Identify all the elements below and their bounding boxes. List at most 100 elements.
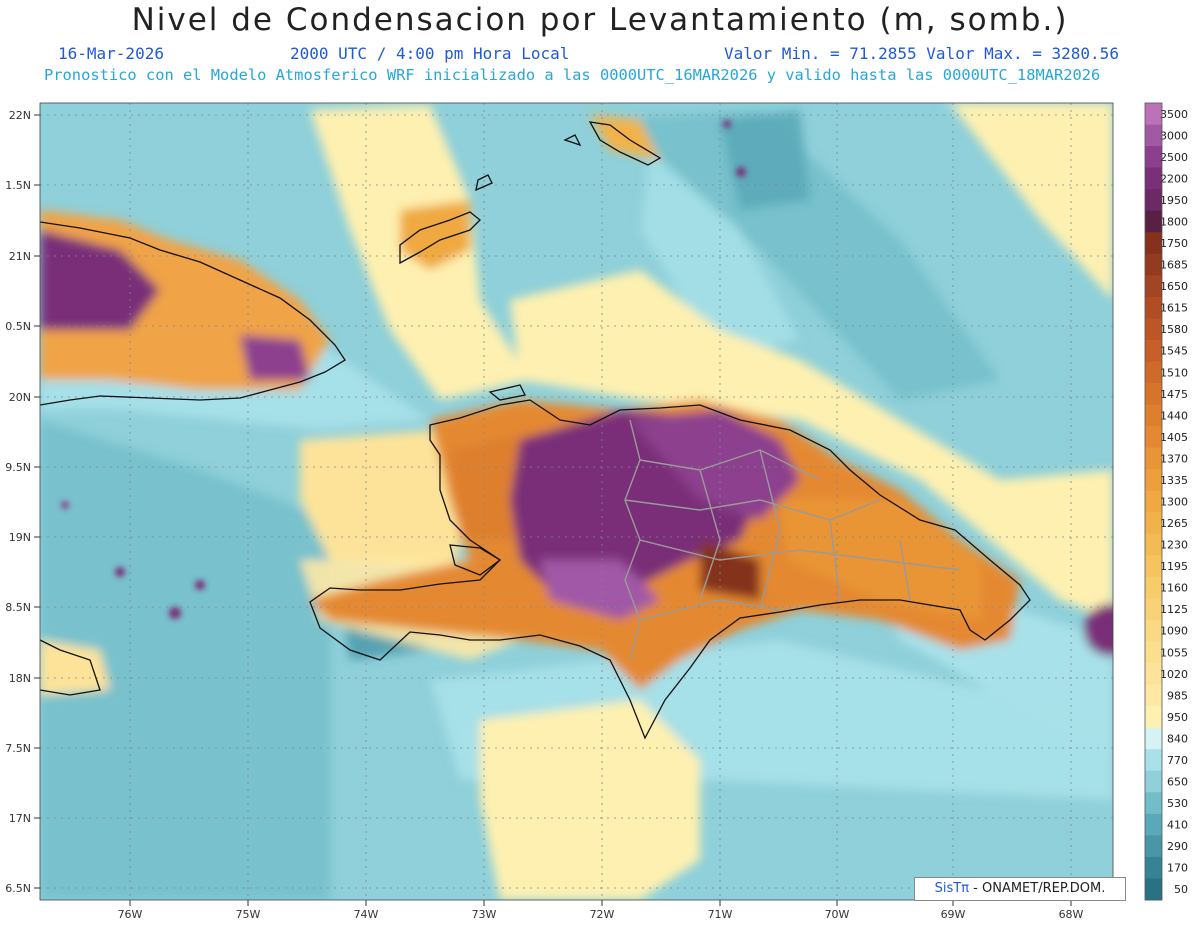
latitude-labels: 22N 1.5N 21N 0.5N 20N 9.5N 19N 8.5N 18N … (5, 109, 31, 895)
lon-label: 72W (590, 908, 615, 921)
colorbar-swatch (1145, 813, 1162, 836)
colorbar-label: 1370 (1160, 452, 1188, 465)
colorbar-label: 2200 (1160, 172, 1188, 185)
sispi-logo: SisTπ (934, 881, 970, 896)
colorbar-swatch (1145, 533, 1162, 556)
credit-box: SisTπ - ONAMET/REP.DOM. (914, 877, 1126, 901)
colorbar-label: 1545 (1160, 345, 1188, 358)
lat-label: 22N (9, 109, 31, 122)
colorbar-label: 290 (1167, 840, 1188, 853)
coastlines (40, 121, 1031, 740)
colorbar-swatch (1145, 146, 1162, 169)
lon-label: 74W (354, 908, 379, 921)
colorbar-label: 170 (1167, 862, 1188, 875)
colorbar-label: 50 (1174, 883, 1188, 896)
lon-label: 68W (1059, 908, 1084, 921)
model-info: Pronostico con el Modelo Atmosferico WRF… (44, 66, 1101, 84)
colorbar-label: 1230 (1160, 539, 1188, 552)
colorbar-frame (1144, 102, 1163, 901)
colorbar-swatch (1145, 404, 1162, 427)
colorbar-label: 530 (1167, 797, 1188, 810)
colorbar-label: 985 (1167, 689, 1188, 702)
colorbar-swatch (1145, 103, 1162, 126)
colorbar-label: 1160 (1160, 582, 1188, 595)
colorbar-label: 1405 (1160, 431, 1188, 444)
lat-label: 19N (9, 531, 31, 544)
colorbar-swatch (1145, 275, 1162, 298)
colorbar-label: 1800 (1160, 215, 1188, 228)
colorbar-swatch (1145, 296, 1162, 319)
forecast-date: 16-Mar-2026 (58, 44, 164, 63)
map-title: Nivel de Condensacion por Levantamiento … (131, 2, 1069, 38)
colorbar-label: 1090 (1160, 625, 1188, 638)
colorbar-label: 1580 (1160, 323, 1188, 336)
lon-label: 70W (825, 908, 850, 921)
colorbar-label: 3500 (1160, 108, 1188, 121)
colorbar-swatch (1145, 383, 1162, 406)
forecast-time: 2000 UTC / 4:00 pm Hora Local (290, 44, 570, 63)
colorbar-swatch (1145, 253, 1162, 276)
colorbar-swatch (1145, 189, 1162, 212)
colorbar-swatch (1145, 426, 1162, 449)
colorbar-swatch (1145, 232, 1162, 255)
lon-label: 71W (708, 908, 733, 921)
colorbar-swatch (1145, 318, 1162, 341)
colorbar-legend: 3500 3000 2500 2200 1950 1800 1750 1685 1650 1615… (1144, 102, 1188, 901)
colorbar-label: 950 (1167, 711, 1188, 724)
colorbar-label: 1300 (1160, 496, 1188, 509)
colorbar-label: 1440 (1160, 409, 1188, 422)
colorbar-label: 1055 (1160, 646, 1188, 659)
colorbar-swatch (1145, 167, 1162, 190)
colorbar-swatch (1145, 124, 1162, 147)
lon-label: 76W (118, 908, 143, 921)
lat-label: 1.5N (5, 179, 31, 192)
colorbar-label: 1615 (1160, 302, 1188, 315)
colorbar-swatch (1145, 447, 1162, 470)
colorbar-swatch (1145, 684, 1162, 707)
colorbar-swatch (1145, 361, 1162, 384)
colorbar-swatch (1145, 512, 1162, 535)
colorbar-swatch (1145, 856, 1162, 879)
colorbar-label: 1020 (1160, 668, 1188, 681)
colorbar-label: 1650 (1160, 280, 1188, 293)
lat-label: 21N (9, 250, 31, 263)
colorbar-label: 1685 (1160, 259, 1188, 272)
axis-ticks (34, 114, 1072, 906)
colorbar-swatch (1145, 706, 1162, 729)
lat-label: 7.5N (5, 742, 31, 755)
lon-label: 73W (472, 908, 497, 921)
colorbar-swatch (1145, 727, 1162, 750)
colorbar-swatch (1145, 835, 1162, 858)
credit-text: - ONAMET/REP.DOM. (969, 881, 1106, 896)
colorbar-label: 1510 (1160, 366, 1188, 379)
colorbar-swatch (1145, 210, 1162, 233)
value-range: Valor Min. = 71.2855 Valor Max. = 3280.5… (724, 44, 1119, 63)
colorbar-swatch (1145, 555, 1162, 578)
lon-label: 69W (941, 908, 966, 921)
lon-label: 75W (236, 908, 261, 921)
lat-label: 0.5N (5, 320, 31, 333)
colorbar-swatch (1145, 576, 1162, 599)
colorbar-swatch (1145, 663, 1162, 686)
province-boundaries (624, 419, 961, 661)
shaded-field (40, 103, 1113, 900)
colorbar-label: 770 (1167, 754, 1188, 767)
colorbar-label: 2500 (1160, 151, 1188, 164)
colorbar-swatch (1145, 598, 1162, 621)
longitude-labels: 76W 75W 74W 73W 72W 71W 70W 69W 68W (118, 908, 1084, 921)
colorbar-swatch (1145, 641, 1162, 664)
lat-label: 18N (9, 672, 31, 685)
colorbar-swatch (1145, 339, 1162, 362)
colorbar-label: 1125 (1160, 603, 1188, 616)
colorbar-label: 840 (1167, 732, 1188, 745)
colorbar-swatch (1145, 792, 1162, 815)
colorbar-swatch (1145, 770, 1162, 793)
lat-label: 9.5N (5, 461, 31, 474)
colorbar-label: 410 (1167, 819, 1188, 832)
colorbar-label: 1265 (1160, 517, 1188, 530)
lat-label: 6.5N (5, 882, 31, 895)
colorbar-swatch (1145, 878, 1162, 901)
colorbar-label: 3000 (1160, 129, 1188, 142)
colorbar-swatch (1145, 469, 1162, 492)
